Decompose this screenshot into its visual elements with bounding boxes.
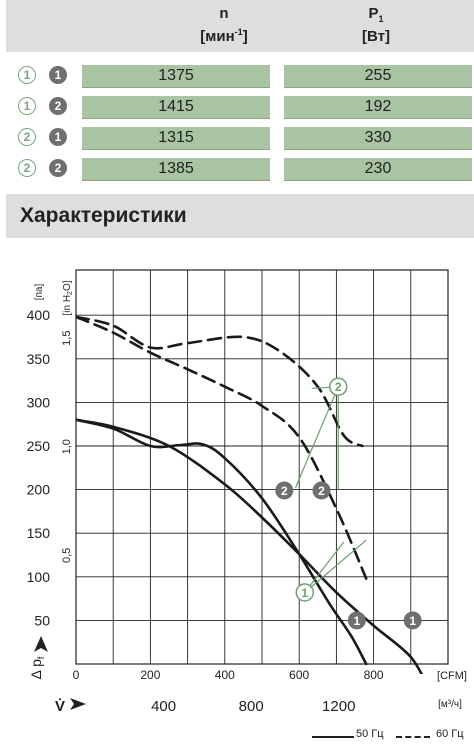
- power-cell: 192: [284, 96, 472, 119]
- curve-60hz-variant-1: [76, 315, 368, 580]
- y-tick-label: 400: [27, 307, 51, 323]
- column-p-title: P1: [368, 5, 384, 24]
- curve-50hz-variant-2: [76, 418, 368, 666]
- variant-marker-label: 1: [354, 614, 361, 628]
- table-header: n [мин-1] P1 [Вт]: [6, 0, 474, 52]
- x-m3h-unit: [м³/ч]: [438, 699, 462, 710]
- y-tick-label: 150: [27, 525, 51, 541]
- variant-badge: 2: [49, 159, 67, 177]
- y-axis-arrow: [34, 636, 48, 652]
- legend-dashed-label: 60 Гц: [436, 728, 464, 740]
- curve-50hz-variant-1: [76, 418, 424, 674]
- frequency-marker: [295, 583, 315, 602]
- table-row: 2 2 1385 230: [0, 158, 474, 184]
- frequency-marker-label: 2: [335, 380, 342, 394]
- variant-marker-label: 2: [281, 484, 288, 498]
- y-tick-label: 50: [34, 612, 50, 628]
- section-header: Характеристики: [6, 194, 474, 238]
- column-n-header: n [мин-1]: [164, 5, 284, 46]
- callout-line: [304, 541, 345, 593]
- y-h2o-tick-label: 1,0: [61, 439, 73, 454]
- callout-line: [304, 539, 367, 593]
- y-h2o-tick-label: 1,5: [61, 331, 73, 346]
- table-row: 1 2 1415 192: [0, 96, 474, 122]
- variant-badge: 2: [49, 97, 67, 115]
- y-tick-label: 350: [27, 351, 51, 367]
- frequency-marker: [329, 377, 348, 396]
- y-h2o-unit: [in H2O]: [62, 280, 74, 315]
- power-cell: 255: [284, 65, 472, 88]
- section-title: Характеристики: [20, 204, 187, 227]
- variant-marker: [312, 481, 331, 500]
- column-p-unit: [Вт]: [362, 28, 390, 45]
- x-tick-label: 200: [140, 668, 160, 682]
- variant-marker: [347, 611, 366, 630]
- y-tick-label: 250: [27, 438, 51, 454]
- y-axis-label: Δ pf: [28, 656, 46, 679]
- frequency-badge: 1: [18, 97, 36, 115]
- y-tick-label: 300: [27, 394, 51, 410]
- speed-cell: 1375: [82, 65, 270, 88]
- variant-marker: [275, 481, 294, 500]
- x-m3h-tick-label: 400: [151, 698, 176, 715]
- speed-cell: 1315: [82, 127, 270, 150]
- variant-marker-label: 2: [318, 484, 325, 498]
- frequency-badge: 1: [18, 66, 36, 84]
- y-tick-label: 200: [27, 482, 51, 498]
- column-p-header: P1 [Вт]: [326, 5, 426, 46]
- curve-60hz-variant-2: [76, 315, 364, 448]
- column-n-title: n: [219, 5, 229, 22]
- speed-cell: 1385: [82, 158, 270, 181]
- x-tick-label: 400: [215, 668, 235, 682]
- callout-line: [294, 386, 339, 489]
- legend-solid-line: [312, 736, 354, 738]
- column-n-unit: [мин-1]: [200, 27, 248, 45]
- x-m3h-axis-label: V̇: [55, 698, 65, 715]
- variant-badge: 1: [49, 66, 67, 84]
- y-h2o-tick-label: 0,5: [61, 548, 73, 563]
- table-row: 2 1 1315 330: [0, 127, 474, 153]
- power-cell: 230: [284, 158, 472, 181]
- x-tick-label: 0: [73, 668, 80, 682]
- x-tick-label: 600: [289, 668, 309, 682]
- y-axis-unit: [па]: [34, 284, 45, 301]
- x-axis-unit: [CFM]: [437, 670, 467, 682]
- y-tick-label: 100: [27, 569, 51, 585]
- variant-marker: [403, 611, 422, 630]
- frequency-marker-label: 1: [301, 586, 308, 600]
- frequency-badge: 2: [18, 159, 36, 177]
- variant-marker-label: 1: [409, 614, 416, 628]
- frequency-badge: 2: [18, 128, 36, 146]
- legend-solid-label: 50 Гц: [356, 728, 384, 740]
- variant-badge: 1: [49, 128, 67, 146]
- x-m3h-tick-label: 1200: [322, 698, 355, 715]
- legend-dashed-line: [396, 736, 430, 738]
- speed-cell: 1415: [82, 96, 270, 119]
- x-m3h-tick-label: 800: [239, 698, 264, 715]
- table-row: 1 1 1375 255: [0, 65, 474, 91]
- power-cell: 330: [284, 127, 472, 150]
- x-tick-label: 800: [364, 668, 384, 682]
- x-axis-arrow: [70, 698, 86, 710]
